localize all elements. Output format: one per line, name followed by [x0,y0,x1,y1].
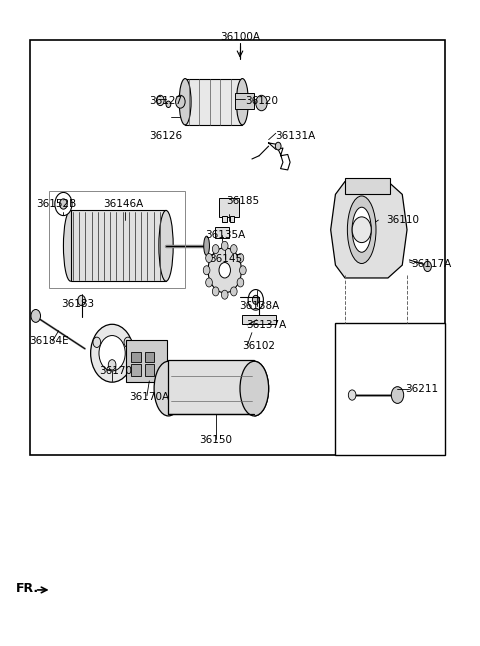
Text: 36110: 36110 [386,215,419,225]
Bar [222,216,227,222]
Text: 36150: 36150 [200,435,233,445]
Circle shape [276,142,281,150]
Bar [345,178,390,194]
Bar [336,323,445,455]
Text: 36138A: 36138A [239,300,279,311]
Text: 36146A: 36146A [103,199,143,209]
Circle shape [230,287,237,296]
Bar [185,79,242,125]
Text: 36152B: 36152B [36,199,76,209]
Bar [144,352,154,362]
Circle shape [352,217,371,243]
Ellipse shape [352,207,371,252]
Circle shape [124,337,132,348]
Text: 36145: 36145 [209,254,242,264]
Bar [30,40,445,455]
Ellipse shape [237,79,248,125]
Text: 36117A: 36117A [411,259,451,269]
Text: 36120: 36120 [245,96,278,106]
Circle shape [391,387,404,403]
Ellipse shape [154,361,183,416]
Polygon shape [331,182,407,278]
Text: 36131A: 36131A [275,132,315,141]
Circle shape [237,278,244,287]
Circle shape [108,360,116,370]
Circle shape [240,266,246,275]
Circle shape [206,278,212,287]
Bar [131,364,141,376]
Bar [215,227,228,238]
Circle shape [348,390,356,400]
Ellipse shape [240,361,269,416]
Text: 36100A: 36100A [220,32,260,42]
Ellipse shape [204,236,209,255]
Text: 36170A: 36170A [129,392,169,402]
Circle shape [31,309,40,322]
Circle shape [248,289,264,310]
Text: 36170: 36170 [99,366,132,376]
Bar [168,360,254,414]
Ellipse shape [179,79,191,125]
Bar [242,315,276,324]
Circle shape [237,253,244,262]
Circle shape [221,290,228,299]
Circle shape [424,261,432,271]
Ellipse shape [159,211,173,281]
Text: 36102: 36102 [242,340,276,351]
Circle shape [203,266,210,275]
Ellipse shape [99,335,125,371]
Circle shape [176,96,185,108]
Bar [218,198,239,217]
Circle shape [212,245,219,254]
Text: 36137A: 36137A [246,320,287,330]
Ellipse shape [63,211,78,281]
Circle shape [212,287,219,296]
Text: FR.: FR. [16,581,39,594]
Bar [144,364,154,376]
Text: 36127: 36127 [149,96,182,106]
Bar [229,216,234,222]
Ellipse shape [91,324,133,382]
Text: 36126: 36126 [149,132,182,141]
Circle shape [78,295,85,306]
Circle shape [252,295,259,304]
Bar [131,352,141,362]
Text: 36211: 36211 [405,384,438,393]
Circle shape [166,101,171,107]
Text: 36183: 36183 [61,298,94,309]
Bar [235,94,254,109]
Circle shape [208,248,241,293]
Bar [49,191,185,287]
Text: 36185: 36185 [226,196,259,206]
Bar [71,211,166,281]
Circle shape [156,96,164,105]
Text: 36184E: 36184E [29,336,69,346]
Circle shape [60,199,67,209]
Circle shape [55,193,72,216]
Ellipse shape [348,196,376,264]
Circle shape [93,337,101,348]
Bar [126,340,167,382]
Circle shape [256,96,267,110]
Circle shape [221,242,228,250]
Circle shape [230,245,237,254]
Text: 36135A: 36135A [205,230,246,240]
Circle shape [219,262,230,278]
Circle shape [206,253,212,262]
